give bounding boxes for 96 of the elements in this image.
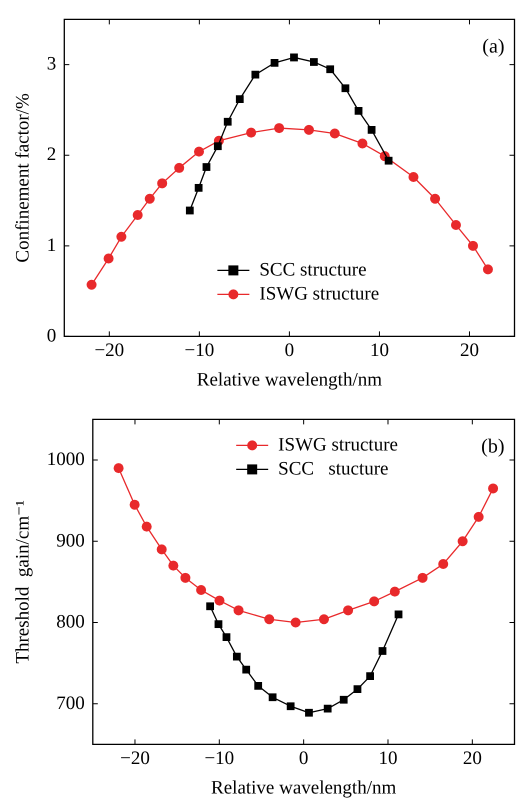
x-tick-label: 0: [298, 748, 308, 769]
point: [142, 522, 152, 532]
point: [343, 605, 354, 616]
point: [196, 585, 206, 596]
point: [286, 702, 295, 710]
point: [408, 172, 418, 182]
x-tick-label: −10: [184, 340, 214, 361]
point: [194, 146, 204, 157]
legend-label: ISWG structure: [259, 283, 380, 304]
point: [174, 162, 184, 173]
point: [430, 194, 440, 204]
point: [474, 512, 484, 522]
x-tick-label: 20: [462, 748, 482, 769]
point: [450, 220, 461, 230]
point: [186, 206, 194, 214]
y-axis-title: Confinement factor/%: [12, 93, 34, 263]
x-tick-label: 10: [378, 748, 398, 769]
point: [488, 483, 498, 494]
point: [246, 128, 256, 138]
point: [130, 500, 140, 510]
x-tick-label: −10: [204, 748, 234, 769]
point: [468, 240, 478, 251]
point: [369, 596, 380, 606]
y-tick-label: 1000: [46, 449, 85, 470]
point: [86, 280, 97, 290]
point: [390, 586, 400, 597]
point: [304, 124, 314, 135]
y-tick-label: 0: [46, 325, 56, 346]
point: [214, 620, 222, 628]
y-tick-label: 700: [56, 692, 85, 714]
y-tick-label: 800: [56, 612, 85, 633]
point: [236, 95, 244, 103]
point: [354, 685, 362, 694]
point: [168, 560, 178, 571]
x-tick-label: 20: [460, 340, 479, 361]
x-axis-title: Relative wavelength/nm: [211, 778, 396, 799]
point: [144, 194, 155, 204]
point: [274, 123, 284, 134]
point: [214, 596, 224, 606]
point: [104, 254, 114, 264]
point: [354, 106, 362, 115]
point: [368, 126, 376, 134]
point: [264, 614, 274, 624]
point: [214, 142, 222, 150]
x-tick-label: 0: [284, 340, 294, 361]
point: [270, 58, 278, 67]
point: [330, 128, 340, 139]
point: [418, 572, 428, 583]
legend-label: ISWG structure: [278, 434, 398, 456]
point: [310, 58, 318, 66]
point: [482, 264, 493, 274]
point: [232, 652, 241, 661]
y-tick-label: 900: [56, 530, 85, 552]
point: [366, 672, 374, 680]
point: [268, 693, 276, 702]
point: [132, 210, 143, 220]
y-tick-label: 3: [46, 54, 56, 75]
annotation: (b): [481, 436, 504, 458]
point: [114, 463, 124, 474]
point: [305, 708, 313, 717]
x-tick-label: 10: [370, 340, 389, 361]
point: [394, 610, 402, 618]
y-tick-label: 2: [46, 144, 56, 166]
point: [254, 682, 262, 690]
point: [206, 602, 214, 610]
point: [202, 163, 210, 171]
x-tick-label: −20: [94, 340, 124, 361]
point: [290, 54, 298, 62]
point: [116, 232, 126, 242]
point: [438, 559, 448, 570]
point: [324, 704, 332, 713]
point: [234, 605, 244, 616]
point: [242, 666, 250, 674]
point: [342, 84, 350, 92]
point: [318, 614, 329, 624]
point: [290, 618, 301, 628]
legend-label: SCC stucture: [278, 458, 388, 480]
point: [224, 118, 232, 126]
point: [157, 178, 168, 188]
point: [357, 138, 368, 148]
point: [326, 65, 334, 74]
point: [156, 544, 167, 554]
x-axis-title: Relative wavelength/nm: [196, 370, 382, 391]
point: [251, 70, 260, 79]
point: [378, 647, 386, 655]
legend-label: SCC structure: [259, 259, 367, 280]
point: [194, 184, 203, 192]
y-tick-label: 1: [46, 234, 56, 256]
point: [222, 633, 230, 642]
point: [340, 696, 348, 704]
point: [384, 156, 393, 165]
point: [458, 536, 468, 546]
annotation: (a): [482, 36, 504, 58]
y-axis-title: Threshold gain/cm⁻¹: [12, 500, 34, 664]
point: [180, 572, 190, 583]
x-tick-label: −20: [120, 748, 150, 769]
